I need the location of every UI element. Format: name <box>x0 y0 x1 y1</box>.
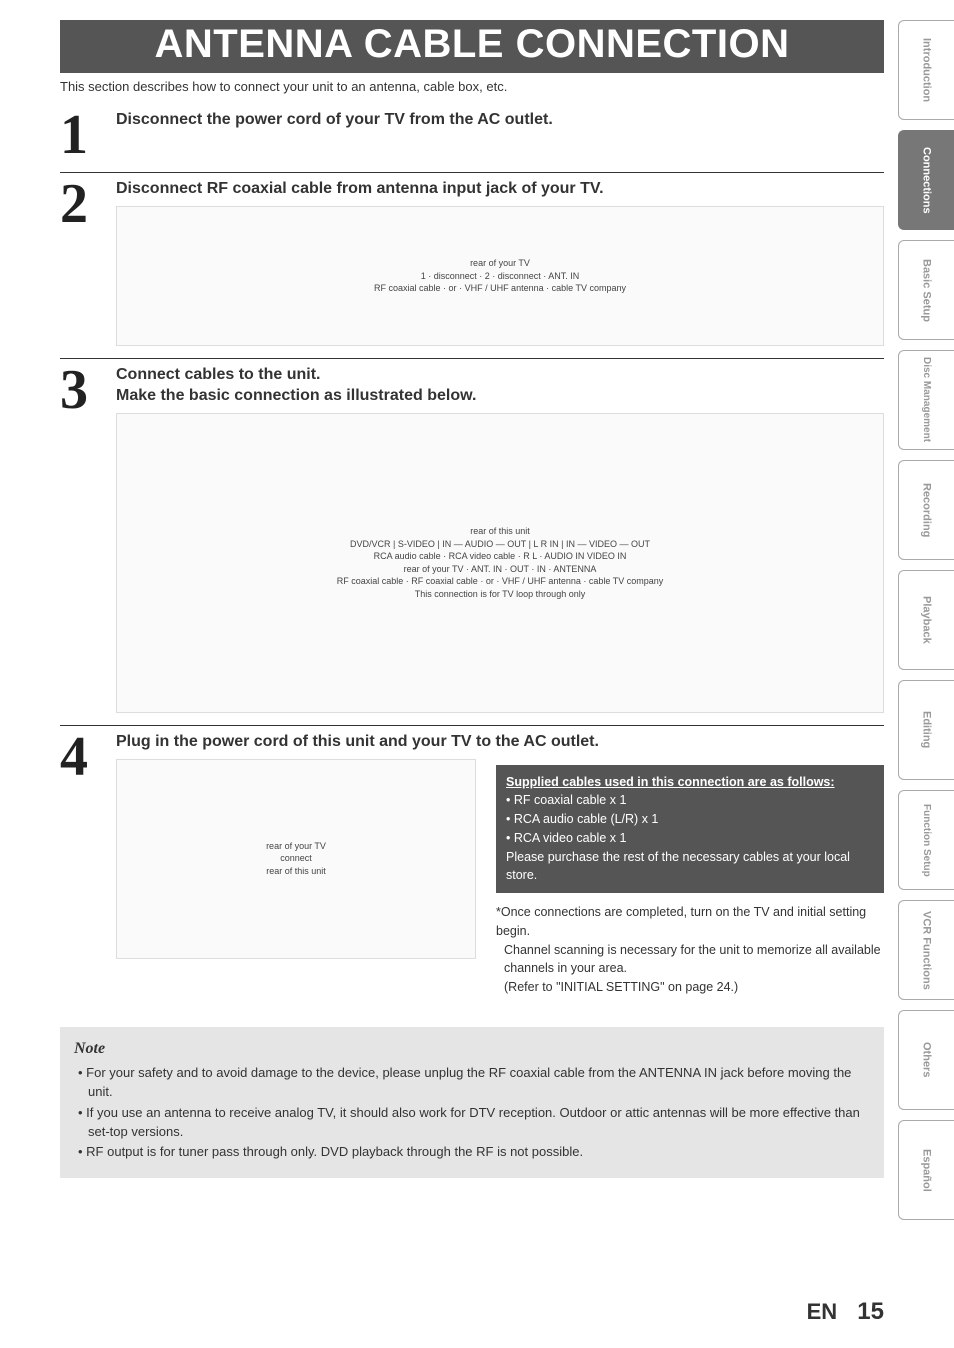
d3-or: or <box>486 576 494 586</box>
d3-in: IN <box>550 539 559 549</box>
step-3-heading-b: Make the basic connection as illustrated… <box>116 387 476 404</box>
note-box: Note For your safety and to avoid damage… <box>60 1027 884 1178</box>
step-3: 3 Connect cables to the unit. Make the b… <box>60 359 884 726</box>
d3-rcaa: RCA audio cable <box>374 551 441 561</box>
step-1: 1 Disconnect the power cord of your TV f… <box>60 104 884 173</box>
supplied-cables-box: Supplied cables used in this connection … <box>496 765 884 894</box>
postnote-l2: Channel scanning is necessary for the un… <box>496 941 884 979</box>
note-item-1: For your safety and to avoid damage to t… <box>78 1064 870 1102</box>
d3-in2: IN <box>537 564 546 574</box>
diagram-step-4: rear of your TV connect rear of this uni… <box>116 759 476 959</box>
step-3-heading: Connect cables to the unit. Make the bas… <box>116 365 884 407</box>
tab-editing[interactable]: Editing <box>898 680 954 780</box>
d3-r: R <box>541 539 548 549</box>
d4-rear-tv: rear of your TV <box>266 840 326 853</box>
d2-antin: ANT. IN <box>548 271 579 281</box>
diagram-step-3: rear of this unit DVD/VCR | S-VIDEO | IN… <box>116 413 884 713</box>
d2-disc2: disconnect <box>498 271 541 281</box>
footer-lang: EN <box>807 1299 838 1324</box>
d2-disc1: disconnect <box>434 271 477 281</box>
d3-rf2: RF coaxial cable <box>411 576 478 586</box>
tab-disc-management[interactable]: Disc Management <box>898 350 954 450</box>
step-4-heading: Plug in the power cord of this unit and … <box>116 732 884 753</box>
d2-rear-tv: rear of your TV <box>470 257 530 270</box>
step-2-number: 2 <box>60 179 116 229</box>
step-4-number: 4 <box>60 732 116 782</box>
d3-rear-unit: rear of this unit <box>470 525 530 538</box>
intro-text: This section describes how to connect yo… <box>60 79 884 94</box>
d3-rcav: RCA video cable <box>449 551 516 561</box>
d2-n2: 2 <box>485 271 490 281</box>
d2-vhf: VHF / UHF antenna <box>465 283 544 293</box>
supplied-item-3: • RCA video cable x 1 <box>506 829 874 848</box>
d3-rf1: RF coaxial cable <box>337 576 404 586</box>
post-connection-note: *Once connections are completed, turn on… <box>496 903 884 997</box>
supplied-item-2: • RCA audio cable (L/R) x 1 <box>506 810 874 829</box>
note-item-3: RF output is for tuner pass through only… <box>78 1143 870 1162</box>
tab-function-setup[interactable]: Function Setup <box>898 790 954 890</box>
tab-vcr-functions[interactable]: VCR Functions <box>898 900 954 1000</box>
step-3-number: 3 <box>60 365 116 415</box>
d3-loop: This connection is for TV loop through o… <box>415 588 585 601</box>
tab-others[interactable]: Others <box>898 1010 954 1110</box>
d4-rear-unit: rear of this unit <box>266 865 326 878</box>
tab-recording[interactable]: Recording <box>898 460 954 560</box>
side-tabs: Introduction Connections Basic Setup Dis… <box>898 20 954 1220</box>
page-footer: EN 15 <box>807 1298 884 1326</box>
step-2: 2 Disconnect RF coaxial cable from anten… <box>60 173 884 359</box>
supplied-note: Please purchase the rest of the necessar… <box>506 848 874 886</box>
note-title: Note <box>74 1037 870 1060</box>
d3-antenna: ANTENNA <box>553 564 596 574</box>
tab-espanol[interactable]: Español <box>898 1120 954 1220</box>
diagram-step-2: rear of your TV 1 · disconnect · 2 · dis… <box>116 206 884 346</box>
tab-basic-setup[interactable]: Basic Setup <box>898 240 954 340</box>
d3-svideo: S-VIDEO <box>398 539 435 549</box>
d3-ain: AUDIO IN VIDEO IN <box>544 551 626 561</box>
postnote-l1: *Once connections are completed, turn on… <box>496 903 884 941</box>
step-2-heading: Disconnect RF coaxial cable from antenna… <box>116 179 884 200</box>
tab-connections[interactable]: Connections <box>898 130 954 230</box>
d3-vhf: VHF / UHF antenna <box>502 576 581 586</box>
footer-page-number: 15 <box>857 1298 884 1325</box>
step-1-heading: Disconnect the power cord of your TV fro… <box>116 110 884 131</box>
d3-dvdvcr: DVD/VCR <box>350 539 391 549</box>
d3-video: IN — VIDEO — OUT <box>566 539 650 549</box>
d2-cabletv: cable TV company <box>552 283 626 293</box>
d3-ctv: cable TV company <box>589 576 663 586</box>
tab-introduction[interactable]: Introduction <box>898 20 954 120</box>
d3-rear-tv: rear of your TV <box>404 564 464 574</box>
d3-rl: R L <box>523 551 537 561</box>
d2-n1: 1 <box>421 271 426 281</box>
tab-playback[interactable]: Playback <box>898 570 954 670</box>
page-title-banner: ANTENNA CABLE CONNECTION <box>60 20 884 73</box>
d3-antin: ANT. IN <box>471 564 502 574</box>
d4-connect: connect <box>280 852 312 865</box>
supplied-heading: Supplied cables used in this connection … <box>506 773 874 792</box>
supplied-item-1: • RF coaxial cable x 1 <box>506 791 874 810</box>
d2-rf: RF coaxial cable <box>374 283 441 293</box>
d3-audio: IN — AUDIO — OUT <box>442 539 526 549</box>
step-4: 4 Plug in the power cord of this unit an… <box>60 726 884 1009</box>
d2-or: or <box>449 283 457 293</box>
note-item-2: If you use an antenna to receive analog … <box>78 1104 870 1142</box>
d3-l: L <box>533 539 538 549</box>
step-1-number: 1 <box>60 110 116 160</box>
step-3-heading-a: Connect cables to the unit. <box>116 366 320 383</box>
d3-out: OUT <box>510 564 529 574</box>
postnote-l3: (Refer to "INITIAL SETTING" on page 24.) <box>496 978 884 997</box>
